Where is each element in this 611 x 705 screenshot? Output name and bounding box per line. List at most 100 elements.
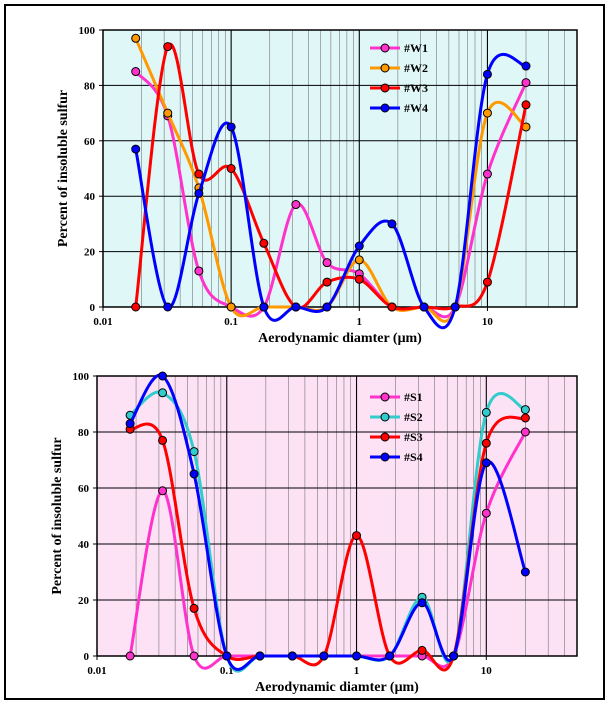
data-point [482, 277, 492, 287]
y-tick-label: 60 [84, 136, 96, 148]
data-point [189, 469, 199, 479]
legend-label: #W4 [404, 101, 428, 115]
series-line-w4 [134, 52, 527, 330]
legend-marker [380, 412, 390, 422]
data-point [449, 651, 459, 661]
data-point [194, 188, 204, 198]
legend-label: #S3 [404, 430, 423, 444]
data-point [131, 33, 141, 43]
x-tick-label: 0.01 [93, 316, 112, 328]
y-tick-label: 40 [84, 191, 96, 203]
data-point [189, 603, 199, 613]
data-point [521, 100, 531, 110]
chart-panel-1: 0 20 40 60 80 100 0.01 0.1 1 10 Aerodynamic diamte… [56, 25, 578, 346]
y-tick-label: 100 [79, 25, 96, 37]
data-point [352, 531, 362, 541]
data-point [322, 258, 332, 268]
data-point [259, 302, 269, 312]
data-point [482, 69, 492, 79]
x-tick-label: 0.1 [224, 316, 238, 328]
data-point [194, 266, 204, 276]
y-axis-label: Percent of insoluble sulfur [56, 90, 71, 247]
x-tick-label: 1 [354, 665, 360, 677]
data-point [481, 407, 491, 417]
data-point [259, 238, 269, 248]
data-point [125, 651, 135, 661]
chart-panel-2: 0 20 40 60 80 100 0.01 0.1 1 10 Aerodynamic diamte… [50, 371, 578, 695]
data-point [354, 274, 364, 284]
x-axis-label: Aerodynamic diamter (μm) [255, 680, 419, 695]
legend-marker [380, 392, 390, 402]
data-point [385, 651, 395, 661]
data-point [322, 302, 332, 312]
data-point [131, 67, 141, 77]
y-tick-label: 0 [84, 651, 90, 663]
x-tick-label: 0.1 [220, 665, 234, 677]
data-point [521, 61, 531, 71]
series-line-w1 [134, 70, 528, 319]
data-point [189, 447, 199, 457]
legend-marker [380, 43, 390, 53]
data-point [255, 651, 265, 661]
data-point [354, 241, 364, 251]
data-point [481, 438, 491, 448]
y-tick-label: 0 [90, 302, 96, 314]
data-point [189, 651, 199, 661]
data-point [226, 122, 236, 132]
y-tick-label: 60 [78, 483, 90, 495]
data-point [222, 651, 232, 661]
data-point [482, 169, 492, 179]
data-point [158, 371, 168, 381]
legend-label: #W3 [404, 81, 428, 95]
legend-marker [380, 432, 390, 442]
x-tick-label: 1 [357, 316, 363, 328]
data-point [481, 508, 491, 518]
y-tick-label: 20 [84, 247, 96, 259]
data-point [521, 78, 531, 88]
y-axis-label: Percent of insoluble sulfur [50, 437, 65, 594]
data-point [450, 302, 460, 312]
data-point [354, 255, 364, 265]
data-point [417, 598, 427, 608]
x-tick-label: 0.01 [87, 665, 106, 677]
legend-label: #S2 [404, 410, 423, 424]
data-point [194, 169, 204, 179]
data-point [520, 413, 530, 423]
data-point [387, 302, 397, 312]
x-tick-label: 10 [482, 316, 494, 328]
data-point [287, 651, 297, 661]
data-point [163, 302, 173, 312]
y-tick-label: 40 [78, 539, 90, 551]
data-point [163, 108, 173, 118]
data-point [291, 302, 301, 312]
x-tick-label: 10 [481, 665, 493, 677]
data-point [481, 458, 491, 468]
legend-label: #W2 [404, 61, 428, 75]
data-point [158, 486, 168, 496]
legend-marker [380, 103, 390, 113]
data-point [520, 567, 530, 577]
y-tick-label: 20 [78, 595, 90, 607]
plot-border [102, 29, 578, 308]
legend-label: #W1 [404, 41, 428, 55]
plot-area [103, 30, 577, 307]
data-point [125, 419, 135, 429]
legend-label: #S4 [404, 450, 423, 464]
data-point [226, 164, 236, 173]
data-point [387, 219, 397, 229]
data-point [158, 388, 168, 398]
y-tick-label: 80 [84, 80, 96, 92]
legend-marker [380, 83, 390, 93]
y-tick-label: 80 [78, 427, 90, 439]
legend-marker [380, 63, 390, 73]
data-point [417, 645, 427, 655]
data-point [131, 144, 141, 154]
data-point [291, 200, 301, 210]
data-point [520, 405, 530, 415]
data-point [131, 302, 141, 312]
data-point [322, 277, 332, 287]
x-axis-label: Aerodynamic diamter (μm) [258, 331, 422, 346]
y-tick-label: 100 [73, 371, 90, 383]
data-point [319, 651, 329, 661]
